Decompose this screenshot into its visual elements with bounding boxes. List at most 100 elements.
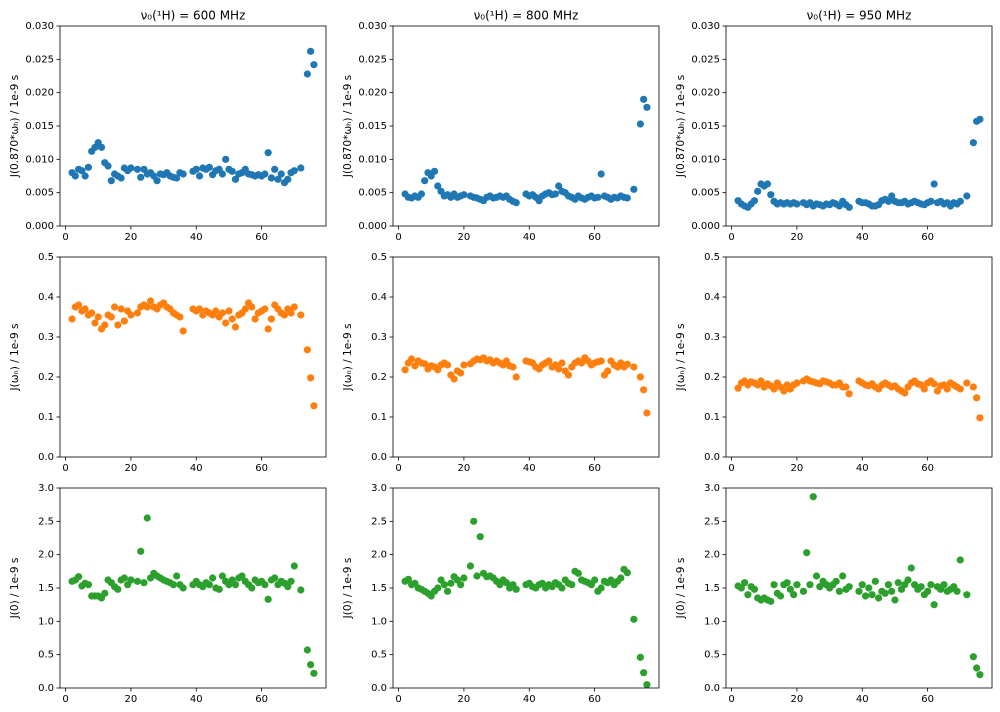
point bbox=[91, 319, 99, 327]
point bbox=[287, 309, 295, 317]
point bbox=[734, 384, 742, 392]
y-axis-label: J(0.870*ωₕ) / 1e-9 s bbox=[9, 75, 21, 178]
x-tick-label: 60 bbox=[588, 694, 601, 705]
y-tick-label: 1.5 bbox=[371, 583, 387, 594]
point bbox=[894, 579, 902, 587]
point bbox=[917, 583, 925, 591]
point bbox=[643, 409, 651, 417]
point bbox=[907, 564, 915, 572]
y-tick-label: 0.015 bbox=[691, 121, 720, 132]
point bbox=[597, 584, 605, 592]
x-tick-label: 40 bbox=[523, 694, 536, 705]
point bbox=[290, 167, 298, 175]
point bbox=[973, 394, 981, 402]
chart-title: ν₀(¹H) = 600 MHz bbox=[141, 9, 246, 23]
point bbox=[267, 315, 276, 323]
point bbox=[179, 584, 187, 592]
point bbox=[104, 162, 112, 170]
point bbox=[192, 165, 200, 173]
x-tick-label: 40 bbox=[523, 463, 536, 474]
point bbox=[636, 653, 644, 661]
y-tick-label: 0.4 bbox=[371, 292, 387, 303]
point bbox=[783, 579, 791, 587]
point bbox=[303, 70, 311, 78]
point bbox=[117, 305, 125, 313]
point bbox=[845, 203, 853, 211]
point bbox=[75, 301, 83, 309]
point bbox=[137, 173, 145, 181]
point bbox=[617, 574, 625, 582]
y-tick-label: 0.0 bbox=[371, 452, 387, 463]
point bbox=[434, 182, 442, 190]
y-tick-label: 0.000 bbox=[691, 221, 720, 232]
point bbox=[408, 355, 416, 363]
point bbox=[512, 373, 520, 381]
y-tick-label: 0.1 bbox=[38, 412, 54, 423]
point bbox=[933, 387, 942, 395]
point bbox=[228, 315, 236, 323]
point bbox=[604, 367, 612, 375]
y-tick-label: 0.030 bbox=[691, 21, 720, 32]
y-tick-label: 2.5 bbox=[704, 516, 720, 527]
point bbox=[297, 164, 305, 172]
point bbox=[68, 315, 76, 323]
point bbox=[401, 366, 409, 374]
point bbox=[238, 572, 246, 580]
point bbox=[280, 311, 289, 319]
point bbox=[901, 389, 909, 397]
point bbox=[248, 303, 256, 311]
point bbox=[512, 199, 520, 207]
point bbox=[450, 375, 458, 383]
point bbox=[643, 681, 651, 689]
x-tick-label: 40 bbox=[856, 232, 869, 243]
x-tick-label: 60 bbox=[255, 694, 268, 705]
y-axis-label: J(ωₙ) / 1e-9 s bbox=[675, 324, 687, 392]
point bbox=[790, 591, 798, 599]
point bbox=[110, 303, 119, 311]
point bbox=[443, 361, 452, 369]
point bbox=[101, 589, 109, 597]
point bbox=[307, 47, 315, 55]
point bbox=[457, 581, 465, 589]
point bbox=[512, 585, 520, 593]
y-tick-label: 3.0 bbox=[704, 483, 720, 494]
point bbox=[855, 587, 863, 595]
point bbox=[264, 149, 272, 157]
point bbox=[754, 187, 762, 195]
point bbox=[969, 139, 977, 147]
point bbox=[963, 192, 971, 200]
plot-frame bbox=[725, 25, 993, 227]
x-tick-label: 20 bbox=[791, 232, 804, 243]
point bbox=[179, 170, 187, 178]
point bbox=[888, 587, 896, 595]
y-tick-label: 0.3 bbox=[704, 332, 720, 343]
x-tick-label: 0 bbox=[62, 694, 68, 705]
point bbox=[443, 587, 452, 595]
point bbox=[835, 587, 843, 595]
point bbox=[261, 170, 269, 178]
point bbox=[973, 664, 981, 672]
point bbox=[845, 390, 853, 398]
point bbox=[741, 579, 749, 587]
x-tick-label: 60 bbox=[588, 232, 601, 243]
point bbox=[284, 583, 292, 591]
x-tick-label: 0 bbox=[728, 232, 734, 243]
point bbox=[274, 175, 282, 183]
point bbox=[222, 155, 230, 163]
y-tick-label: 0.2 bbox=[704, 372, 720, 383]
point bbox=[421, 177, 429, 185]
point bbox=[577, 359, 586, 367]
point bbox=[261, 581, 269, 589]
point bbox=[310, 669, 318, 677]
y-tick-label: 0.025 bbox=[691, 54, 720, 65]
point bbox=[228, 167, 236, 175]
y-tick-label: 0.3 bbox=[38, 332, 54, 343]
y-tick-label: 0.1 bbox=[704, 412, 720, 423]
y-tick-label: 0.010 bbox=[25, 154, 54, 165]
point bbox=[953, 587, 961, 595]
point bbox=[107, 177, 115, 185]
y-tick-label: 0.3 bbox=[371, 332, 387, 343]
y-tick-label: 0.010 bbox=[691, 154, 720, 165]
point bbox=[447, 579, 455, 587]
